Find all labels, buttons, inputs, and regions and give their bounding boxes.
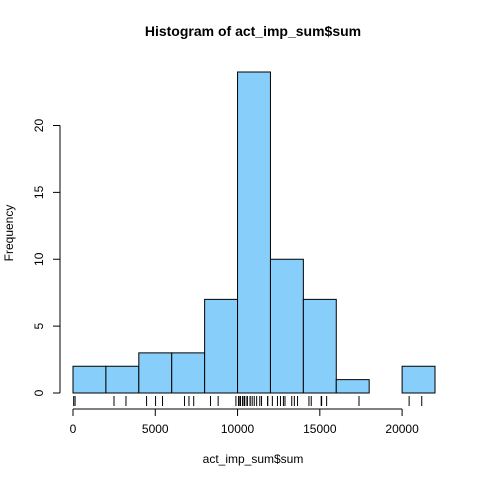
histogram-bar-1 — [105, 365, 140, 394]
chart-title: Histogram of act_imp_sum$sum — [145, 23, 361, 39]
x-tick-label-1: 5000 — [142, 422, 169, 436]
x-axis-label: act_imp_sum$sum — [203, 452, 304, 466]
histogram-bar-7 — [302, 298, 337, 394]
histogram-bar-3 — [171, 352, 206, 394]
y-tick-label-1: 5 — [32, 322, 46, 329]
y-axis-label: Frequency — [2, 205, 16, 262]
bars-group — [72, 71, 436, 394]
histogram-bar-10 — [401, 365, 436, 394]
x-tick-label-0: 0 — [70, 422, 77, 436]
rug-group — [73, 396, 423, 406]
x-tick-label-4: 20000 — [385, 422, 419, 436]
y-tick-label-3: 15 — [32, 185, 46, 199]
y-tick-label-4: 20 — [32, 119, 46, 133]
histogram-bar-0 — [72, 365, 107, 394]
histogram-bar-5 — [237, 71, 271, 394]
x-tick-label-2: 10000 — [221, 422, 255, 436]
histogram-bar-4 — [204, 298, 239, 394]
y-tick-label-2: 10 — [32, 252, 46, 266]
y-axis: 0 5 10 15 20 — [32, 119, 61, 396]
x-axis: 0 5000 10000 15000 20000 — [70, 408, 419, 436]
histogram-bar-8 — [335, 379, 370, 394]
histogram-bar-2 — [138, 352, 173, 394]
histogram-bar-6 — [269, 258, 304, 394]
y-tick-label-0: 0 — [32, 389, 46, 396]
x-tick-label-3: 15000 — [303, 422, 337, 436]
